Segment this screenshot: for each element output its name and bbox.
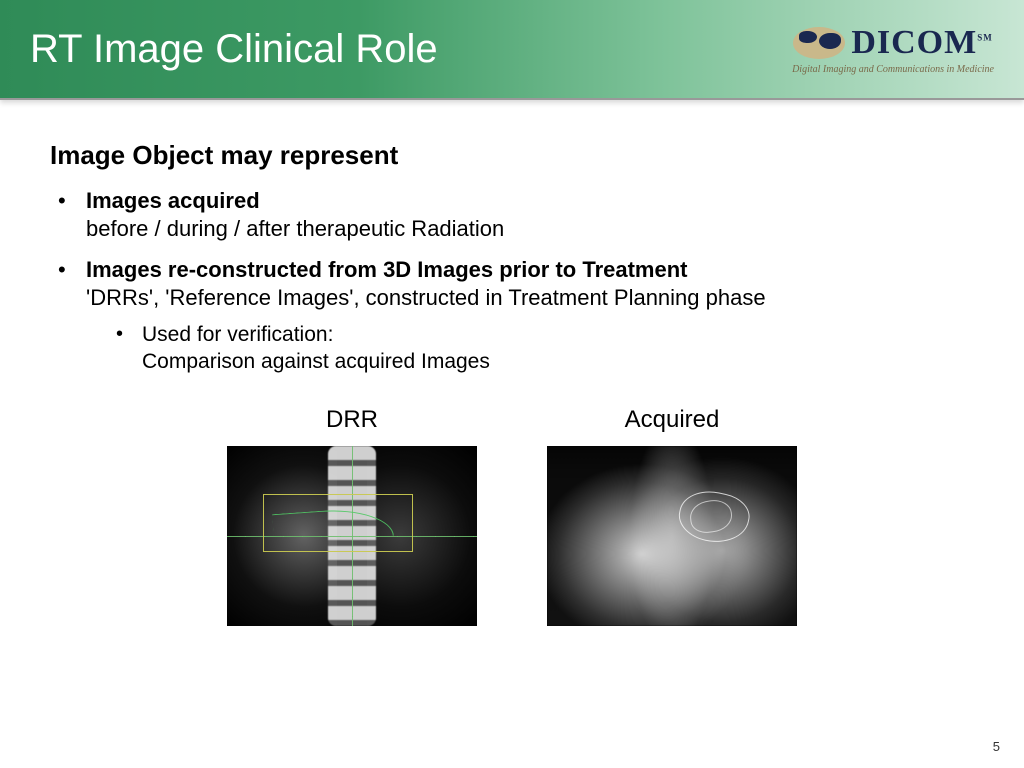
logo-wordmark: DICOMSM — [851, 24, 992, 62]
acquired-bg — [547, 446, 797, 626]
images-row: DRR Acquired — [50, 406, 974, 626]
sub-bullet-list: Used for verification: Comparison agains… — [86, 321, 974, 376]
logo-text-main: DICOM — [851, 24, 977, 61]
slide-title: RT Image Clinical Role — [30, 27, 438, 72]
bullet-1-rest: before / during / after therapeutic Radi… — [86, 216, 504, 241]
acquired-label: Acquired — [625, 406, 720, 434]
bullet-1-bold: Images acquired — [86, 188, 260, 213]
acquired-image — [547, 446, 797, 626]
logo-tagline: Digital Imaging and Communications in Me… — [792, 64, 994, 75]
acquired-column: Acquired — [547, 406, 797, 626]
logo-top-row: DICOMSM — [793, 24, 992, 62]
page-number: 5 — [993, 739, 1000, 754]
bullet-item-2: Images re-constructed from 3D Images pri… — [58, 256, 974, 376]
globe-icon — [793, 27, 845, 59]
bullet-item-1: Images acquired before / during / after … — [58, 187, 974, 242]
dicom-logo: DICOMSM Digital Imaging and Communicatio… — [792, 24, 994, 75]
bullet-2-rest: 'DRRs', 'Reference Images', constructed … — [86, 285, 766, 310]
drr-label: DRR — [326, 406, 378, 434]
logo-sm-mark: SM — [977, 32, 993, 42]
drr-image — [227, 446, 477, 626]
content-subtitle: Image Object may represent — [50, 140, 974, 171]
bullet-list: Images acquired before / during / after … — [50, 187, 974, 376]
slide-content: Image Object may represent Images acquir… — [0, 100, 1024, 626]
drr-column: DRR — [227, 406, 477, 626]
bullet-2-bold: Images re-constructed from 3D Images pri… — [86, 257, 688, 282]
sub-bullet-line1: Used for verification: — [142, 323, 333, 346]
sub-bullet-1: Used for verification: Comparison agains… — [116, 321, 974, 376]
sub-bullet-line2: Comparison against acquired Images — [142, 350, 490, 373]
slide-header: RT Image Clinical Role DICOMSM Digital I… — [0, 0, 1024, 100]
